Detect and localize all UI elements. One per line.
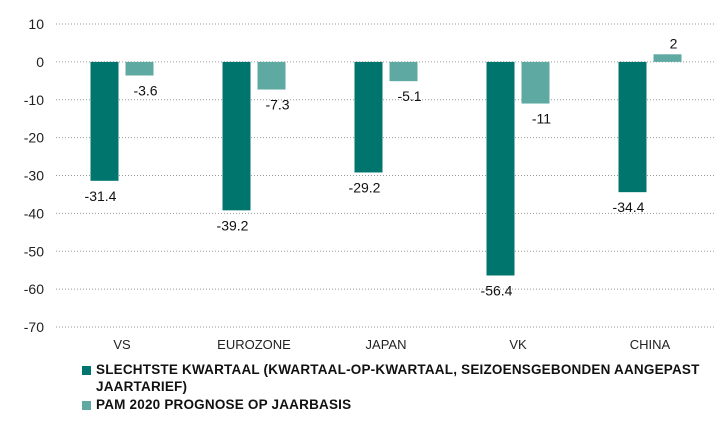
legend-label-series-1: SLECHTSTE KWARTAAL (KWARTAAL-OP-KWARTAAL…: [96, 362, 700, 394]
x-tick-label: VS: [113, 337, 131, 352]
y-tick-label: -30: [24, 168, 44, 184]
data-label: 2: [670, 35, 678, 51]
data-labels: -31.4 -3.6 -39.2 -7.3 -29.2 -5.1 -56.4 -11 -34.4…: [85, 35, 678, 298]
data-label: -34.4: [613, 199, 645, 215]
y-tick-label: -70: [24, 319, 44, 335]
bars: [90, 54, 682, 276]
data-label: -5.1: [397, 88, 421, 104]
legend-label-series-2: PAM 2020 PROGNOSE OP JAARBASIS: [96, 397, 352, 412]
legend-swatch-series-2: [82, 401, 91, 410]
bar-series-1: [486, 61, 515, 276]
data-label: -7.3: [265, 97, 289, 113]
data-label: -29.2: [349, 179, 381, 195]
legend-item-series-2: PAM 2020 PROGNOSE OP JAARBASIS: [82, 396, 722, 413]
bar-series-1: [618, 61, 647, 193]
legend: SLECHTSTE KWARTAAL (KWARTAAL-OP-KWARTAAL…: [82, 361, 722, 414]
bar-series-1: [222, 61, 251, 211]
y-tick-label: -50: [24, 243, 44, 259]
x-tick-label: JAPAN: [366, 337, 407, 352]
legend-swatch-series-1: [82, 366, 91, 375]
y-tick-label: 10: [28, 16, 44, 32]
data-label: -11: [532, 111, 551, 127]
y-tick-label: -20: [24, 130, 44, 146]
bar-chart: 100-10-20-30-40-50-60-70 -31.4-3.6-39.2-…: [24, 16, 716, 352]
x-axis: VS EUROZONE JAPAN VK CHINA: [113, 337, 670, 352]
y-tick-label: -60: [24, 281, 44, 297]
data-label: -31.4: [85, 188, 117, 204]
y-tick-label: 0: [36, 54, 44, 70]
data-label: -56.4: [481, 282, 513, 298]
bar-series-2: [257, 61, 286, 90]
x-tick-label: EUROZONE: [217, 337, 291, 352]
bar-series-1: [90, 61, 119, 181]
bar-series-2: [389, 61, 418, 82]
y-tick-label: -40: [24, 205, 44, 221]
data-label: -3.6: [133, 83, 157, 99]
bar-series-2: [653, 54, 682, 62]
gridlines: [56, 23, 716, 328]
legend-item-series-1: SLECHTSTE KWARTAAL (KWARTAAL-OP-KWARTAAL…: [82, 361, 722, 395]
y-axis: 10 0 -10 -20 -30 -40 -50 -60 -70: [24, 16, 44, 335]
y-tick-label: -10: [24, 92, 44, 108]
bar-series-1: [354, 61, 383, 173]
bar-series-2: [125, 61, 154, 76]
x-tick-label: VK: [509, 337, 527, 352]
x-tick-label: CHINA: [630, 337, 671, 352]
data-label: -39.2: [217, 217, 249, 233]
bar-series-2: [521, 61, 550, 104]
